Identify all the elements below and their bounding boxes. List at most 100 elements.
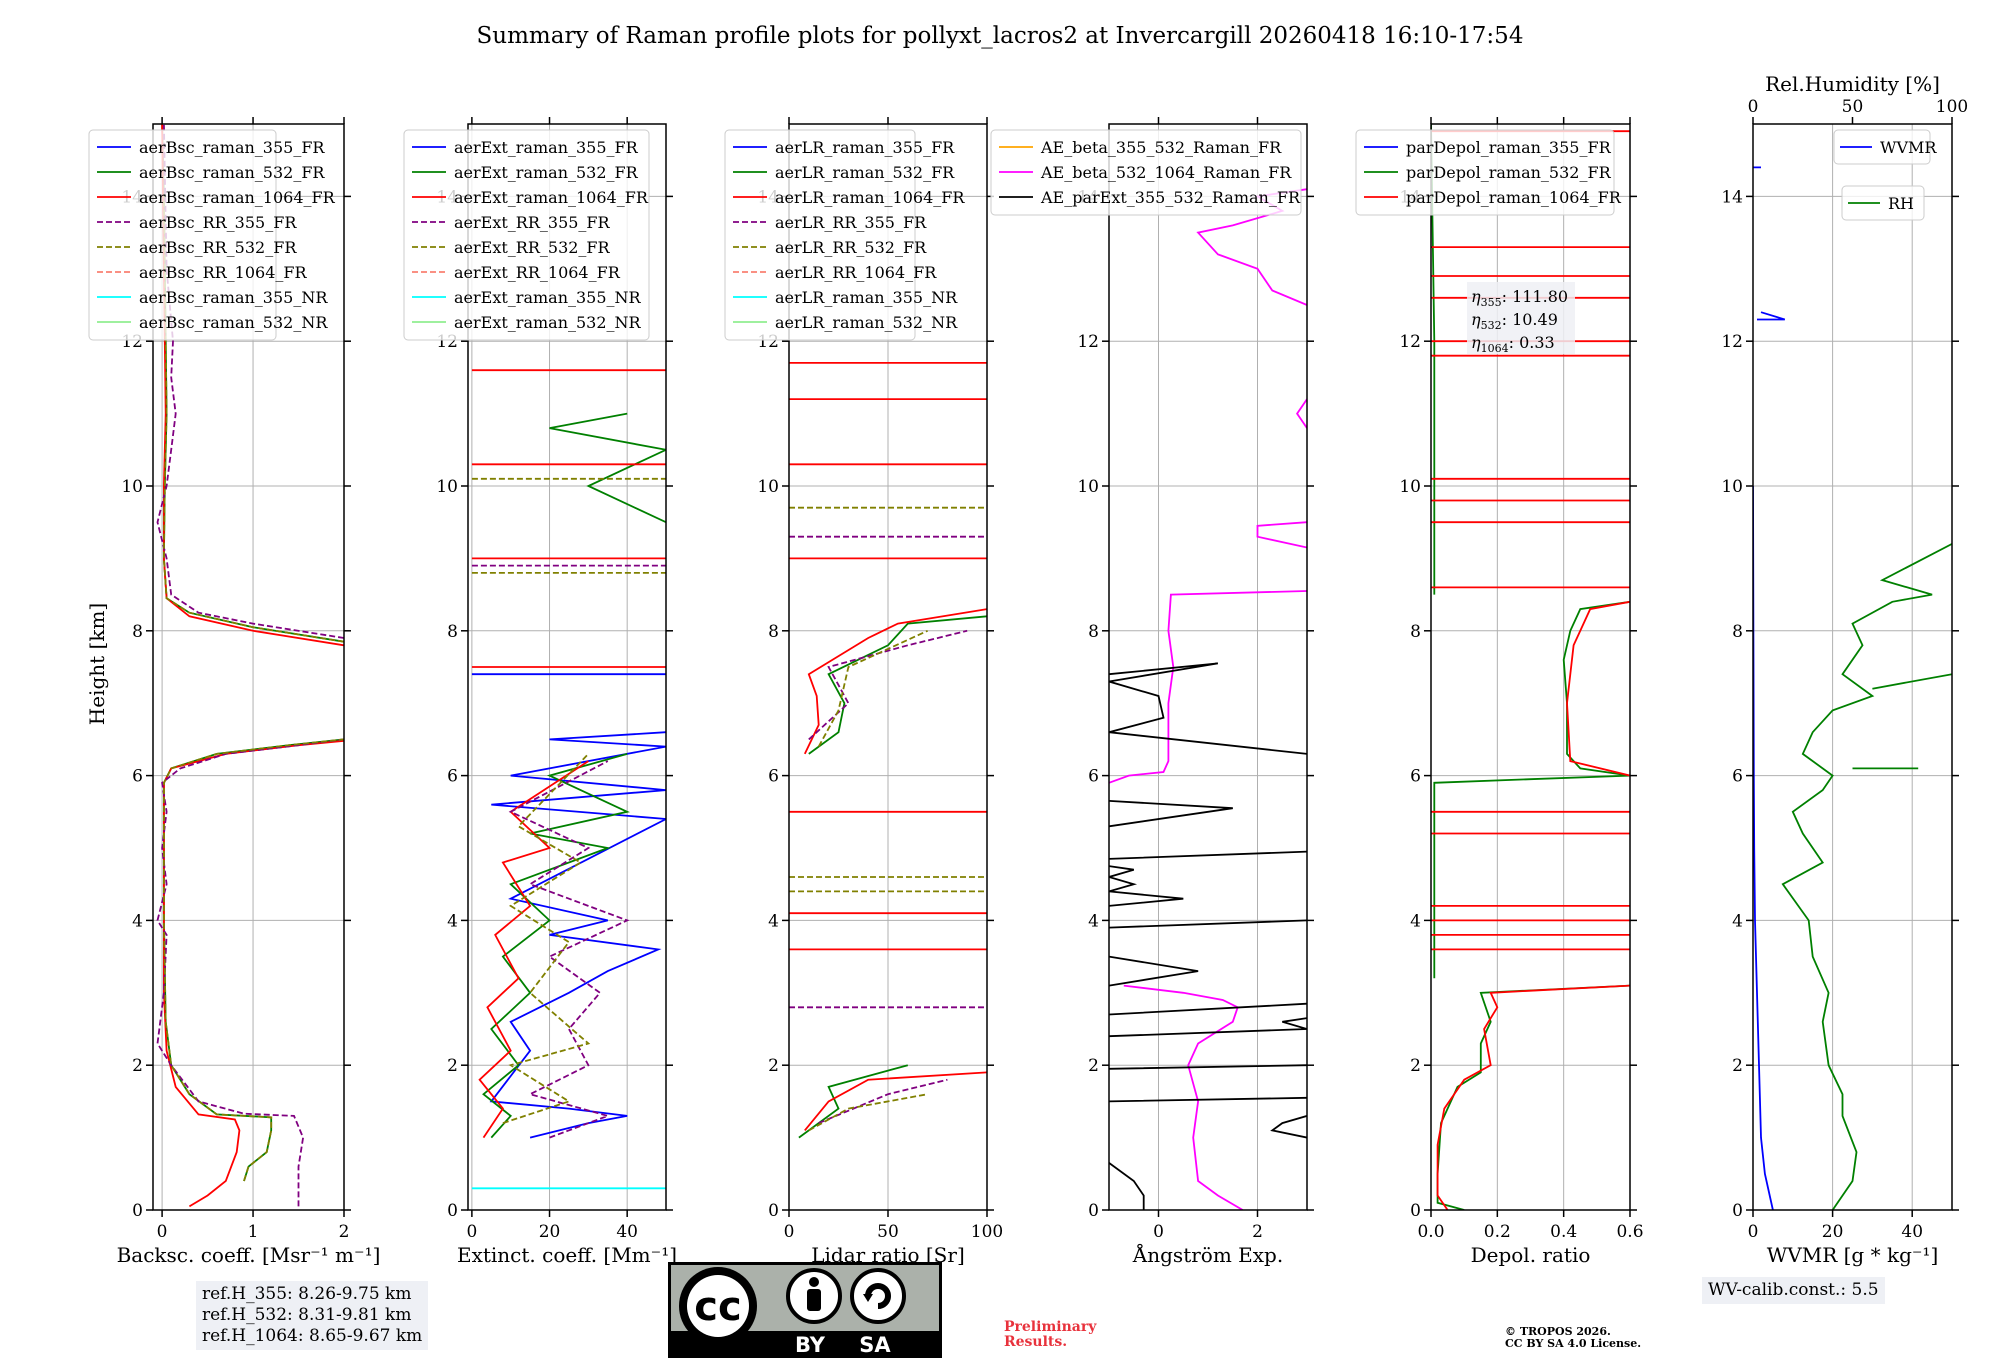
panel-frame [467,123,667,1211]
panel-3: 02468101214050100Lidar ratio [Sr]aerLR_r… [724,117,1003,1267]
legend-label: aerExt_RR_355_FR [454,213,611,232]
y-tick-label: 14 [1721,187,1743,207]
y-tick-label: 6 [1410,767,1421,787]
x-tick-label: 0 [466,1222,477,1242]
y-tick-label: 0 [1410,1201,1421,1221]
legend-label: AE_parExt_355_532_Raman_FR [1040,188,1301,207]
y-tick-label: 4 [447,911,458,931]
panel-frame [1108,123,1308,1211]
ref-height-1064: ref.H_1064: 8.65-9.67 km [202,1326,423,1346]
y-tick-label: 8 [1732,622,1743,642]
sa-icon-arrowhead [863,1294,873,1302]
legend-label: AE_beta_532_1064_Raman_FR [1040,163,1292,182]
legend-label: aerExt_RR_1064_FR [454,263,621,282]
y-tick-label: 6 [447,767,458,787]
y-tick-label: 0 [132,1201,143,1221]
x-tick-label: 0 [784,1222,795,1242]
x-tick-label: 0.2 [1484,1222,1511,1242]
y-tick-label: 10 [121,477,143,497]
series-line-WVMR [1753,166,1786,1210]
legend-label: aerExt_raman_1064_FR [454,188,649,207]
x-tick-label: 50 [877,1222,899,1242]
series-group [156,124,344,1208]
y-tick-label: 2 [132,1056,143,1076]
preliminary-line-2: Results. [1004,1334,1068,1350]
y-tick-label: 8 [132,622,143,642]
panel-frame [1430,123,1631,1211]
x-tick-label: 1 [248,1222,259,1242]
legend-label: aerLR_raman_355_NR [775,288,958,307]
y-tick-label: 4 [768,911,779,931]
series-group [1109,188,1307,1210]
y-tick-label: 12 [1077,332,1099,352]
preliminary-note: Preliminary Results. [1004,1320,1096,1350]
series-group [789,362,987,1139]
legend-label: parDepol_raman_355_FR [1406,138,1612,157]
legend-label: aerLR_raman_1064_FR [775,188,965,207]
series-line-aerExt_raman_532_FR [482,412,666,1139]
legend-label: parDepol_raman_1064_FR [1406,188,1622,207]
x-axis-label: Extinct. coeff. [Mm⁻¹] [457,1243,677,1267]
sa-icon-arrow [865,1283,891,1309]
series-line-aerLR_raman_1064_FR [789,362,987,1131]
y-tick-label: 4 [1732,911,1743,931]
cc-logo-text: cc [694,1284,741,1330]
x-tick-label: 0.6 [1616,1222,1643,1242]
series-line-aerExt_raman_1064_FR [471,369,666,1139]
x-tick-label: 40 [1901,1222,1923,1242]
legend-box [724,129,916,341]
panel-1: 02468101214012Backsc. coeff. [Msr⁻¹ m⁻¹]… [88,117,380,1267]
ref-height-532: ref.H_532: 8.31-9.81 km [202,1305,412,1325]
y-tick-label: 0 [768,1201,779,1221]
legend-label: aerLR_RR_532_FR [775,238,927,257]
x-tick-label: 20 [1822,1222,1844,1242]
legend-label: aerBsc_RR_532_FR [139,238,297,257]
y-tick-label: 2 [1732,1056,1743,1076]
copyright-line-1: © TROPOS 2026. [1505,1325,1611,1338]
x2-axis-label: Rel.Humidity [%] [1765,72,1940,96]
x-tick-label: 100 [971,1222,1003,1242]
series-line-aerExt_raman_355_FR [471,673,666,1139]
x2-tick-label: 100 [1936,97,1968,117]
ref-heights-box: ref.H_355: 8.26-9.75 km ref.H_532: 8.31-… [196,1281,429,1350]
y-tick-label: 8 [447,622,458,642]
legend-label: aerExt_raman_532_NR [454,313,642,332]
y-tick-label: 2 [768,1056,779,1076]
cc-circle-inner [687,1275,749,1337]
y-tick-label: 10 [1721,477,1743,497]
x-tick-label: 0.4 [1550,1222,1577,1242]
y-tick-label: 4 [1410,911,1421,931]
eta-annotation: η355: 111.80 [1471,287,1568,309]
x-tick-label: 0 [1748,1222,1759,1242]
legend-label: aerExt_raman_355_FR [454,138,639,157]
x-axis-label: Depol. ratio [1471,1243,1591,1267]
y-tick-label: 2 [1088,1056,1099,1076]
legend-label: aerExt_raman_532_FR [454,163,639,182]
y-tick-label: 2 [447,1056,458,1076]
y-tick-label: 8 [768,622,779,642]
panel-2: 0246810121402040Extinct. coeff. [Mm⁻¹]ae… [403,117,677,1267]
series-line-aerExt_RR_532_FR [471,477,666,1124]
y-tick-label: 8 [1410,622,1421,642]
eta-annotation: η532: 10.49 [1471,310,1558,332]
y-axis-label: Height [km] [85,603,109,725]
preliminary-line-1: Preliminary [1004,1319,1097,1335]
legend-box [990,129,1302,216]
by-label: BY [795,1333,826,1357]
legend-label: WVMR [1880,138,1937,157]
x-tick-label: 2 [1252,1222,1263,1242]
y-tick-label: 6 [768,767,779,787]
x-axis-label: WVMR [g * kg⁻¹] [1767,1243,1939,1267]
panels: 02468101214012Backsc. coeff. [Msr⁻¹ m⁻¹]… [88,72,1968,1267]
x2-tick-label: 50 [1842,97,1864,117]
y-tick-label: 10 [1077,477,1099,497]
y-tick-label: 12 [1721,332,1743,352]
panel-frame [1752,123,1953,1211]
legend-box [1833,129,1931,165]
legend-label: aerBsc_RR_355_FR [139,213,297,232]
panel-4: 0246810121402Ångström Exp.AE_beta_355_53… [990,117,1314,1267]
legend-label: aerBsc_raman_355_NR [139,288,328,307]
y-tick-label: 0 [447,1201,458,1221]
